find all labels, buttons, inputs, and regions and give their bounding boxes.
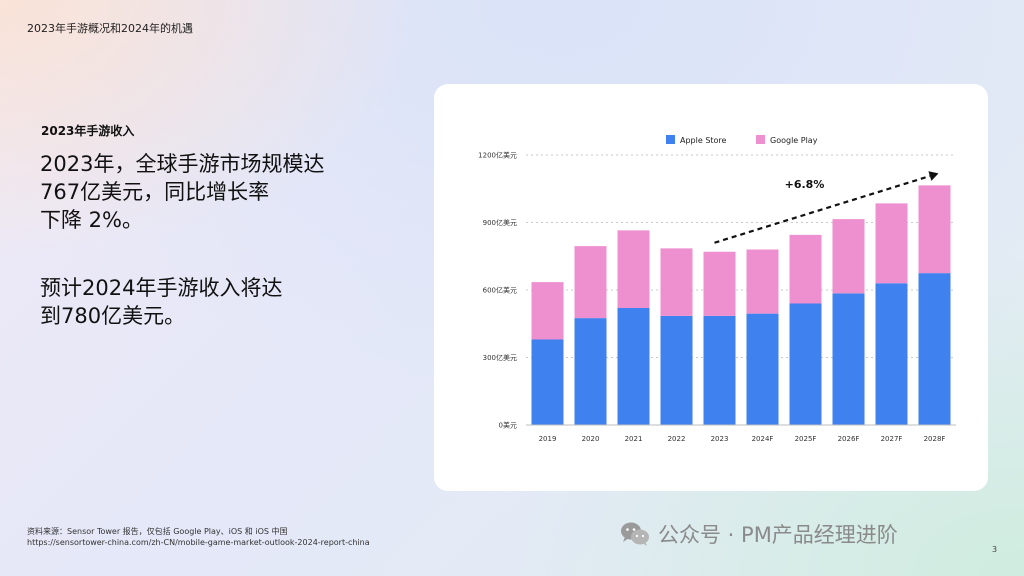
trend-arrow-head	[928, 171, 939, 181]
bar-google-play	[875, 203, 908, 284]
bar-google-play	[789, 234, 822, 304]
headline-line: 下降 2%。	[40, 208, 143, 232]
page-number: 3	[992, 545, 998, 554]
source-url: https://sensortower-china.com/zh-CN/mobi…	[27, 538, 370, 547]
x-tick-label: 2026F	[838, 435, 860, 443]
bar-google-play	[660, 248, 693, 316]
bar-google-play	[832, 219, 865, 294]
source-note: 资料来源：Sensor Tower 报告，仅包括 Google Play、iOS…	[27, 526, 370, 548]
watermark-text: 公众号 · PM产品经理进阶	[658, 523, 898, 547]
bar-google-play	[574, 246, 607, 319]
bar-apple-store	[789, 303, 822, 425]
x-tick-label: 2024F	[752, 435, 774, 443]
y-tick-label: 900亿美元	[483, 218, 517, 227]
headline-line: 767亿美元，同比增长率	[40, 180, 270, 204]
x-tick-label: 2023	[711, 435, 729, 443]
y-tick-label: 600亿美元	[483, 286, 517, 295]
watermark: 公众号 · PM产品经理进阶	[620, 519, 898, 549]
bar-google-play	[617, 230, 650, 308]
x-tick-label: 2022	[668, 435, 686, 443]
stacked-bar-chart: 0美元 300亿美元 600亿美元 900亿美元 1200亿美元 2019 2020 2021…	[478, 135, 956, 443]
y-tick-label: 1200亿美元	[478, 151, 517, 160]
forecast-line: 到780亿美元。	[40, 304, 186, 328]
bar-google-play	[703, 251, 736, 316]
wechat-icon	[621, 522, 649, 546]
legend-label: Google Play	[770, 136, 818, 145]
headline-text: 2023年，全球手游市场规模达 767亿美元，同比增长率 下降 2%。	[40, 150, 380, 234]
bar-apple-store	[617, 308, 650, 425]
section-label: 2023年手游收入	[41, 124, 135, 138]
y-tick-label: 0美元	[499, 421, 517, 430]
trend-arrow-line	[714, 174, 931, 244]
x-tick-label: 2021	[625, 435, 643, 443]
bar-apple-store	[660, 315, 693, 425]
x-tick-label: 2019	[539, 435, 557, 443]
bar-apple-store	[703, 315, 736, 425]
bar-google-play	[746, 249, 779, 314]
x-tick-label: 2028F	[924, 435, 946, 443]
slide-top-title: 2023年手游概况和2024年的机遇	[27, 22, 193, 35]
chart-card: 0美元 300亿美元 600亿美元 900亿美元 1200亿美元 2019 2020 2021…	[434, 84, 988, 491]
forecast-line: 预计2024年手游收入将达	[40, 276, 283, 300]
source-line: 资料来源：Sensor Tower 报告，仅包括 Google Play、iOS…	[27, 527, 288, 536]
bar-apple-store	[746, 313, 779, 425]
legend-swatch-google-play	[756, 135, 765, 144]
x-tick-label: 2020	[582, 435, 600, 443]
bar-apple-store	[918, 273, 951, 425]
legend-swatch-apple-store	[666, 135, 675, 144]
forecast-text: 预计2024年手游收入将达 到780亿美元。	[40, 274, 380, 330]
bar-apple-store	[875, 283, 908, 425]
bar-google-play	[531, 282, 564, 340]
bar-apple-store	[832, 293, 865, 425]
bar-google-play	[918, 185, 951, 274]
y-tick-label: 300亿美元	[483, 353, 517, 362]
legend-label: Apple Store	[680, 136, 727, 145]
bar-apple-store	[531, 339, 564, 425]
headline-line: 2023年，全球手游市场规模达	[40, 152, 325, 176]
bar-apple-store	[574, 318, 607, 425]
x-tick-label: 2025F	[795, 435, 817, 443]
x-tick-label: 2027F	[881, 435, 903, 443]
trend-annotation: +6.8%	[785, 178, 825, 191]
